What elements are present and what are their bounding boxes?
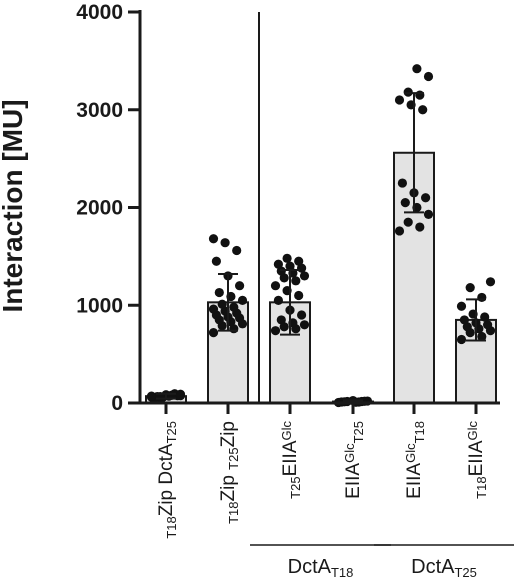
data-point [229,302,239,312]
subscript: T25 [454,565,476,580]
data-point [418,105,428,115]
y-tick-label: 0 [111,392,123,415]
data-point [220,238,230,248]
data-point [237,295,248,305]
label-part: DctA [411,556,455,578]
label-part: EIIA [343,463,364,499]
label-part: EIIA [404,463,425,499]
superscript: Glc [342,443,357,463]
data-point [456,334,467,345]
label-part: DctA [156,443,177,490]
category-label: T18EIIAGlc [465,421,489,499]
data-point [403,217,413,227]
superscript: Glc [465,421,480,441]
x-axis [140,12,500,414]
subscript: T25 [288,476,303,498]
y-axis-label: Interaction [MU] [0,99,28,312]
subscript: T18 [164,516,179,538]
category-label: EIIAGlcT25 [342,421,366,499]
label-part: DctA [288,556,332,578]
data-point [217,299,227,309]
data-point [273,295,283,305]
label-part: EIIA [466,440,487,476]
data-point [394,95,405,105]
data-point [415,222,425,232]
data-point [285,261,295,271]
group-label: DctAT18 [288,556,354,580]
data-point [423,209,434,219]
y-tick-label: 1000 [76,294,123,317]
data-point [477,292,487,303]
y-tick-label: 4000 [76,1,123,24]
data-point [208,234,219,244]
data-point [299,271,310,281]
subscript: T25 [351,421,366,443]
group-labels: DctAT18 DctAT25 [250,544,514,580]
error-bars-layer [156,92,486,404]
data-point [211,256,221,266]
data-point [282,253,292,263]
data-point [146,391,157,401]
data-point [480,312,490,322]
data-point [235,281,245,291]
label-part: Zip [218,475,239,501]
data-point [270,281,281,291]
data-point [273,259,283,269]
superscript: Glc [403,443,418,463]
data-point [415,90,425,100]
subscript: T18 [226,502,241,524]
data-point [214,287,224,298]
label-part: Zip [156,490,177,516]
subscript: T18 [474,476,489,498]
data-point [412,64,422,74]
bars-layer [145,151,497,405]
data-point [175,391,186,401]
points-layer [146,64,496,408]
y-axis: 0 1000 2000 3000 4000 [76,1,142,415]
data-point [291,276,301,286]
data-point [477,331,487,342]
data-point [421,193,431,203]
subscript: T18 [412,421,427,443]
data-point [232,245,242,256]
data-point [299,320,310,330]
subscript: T18 [331,565,353,580]
data-point [208,328,219,338]
category-label: T18Zip T25Zip [218,421,241,524]
data-point [459,315,469,325]
data-point [394,226,405,236]
category-label: T25EIIAGlc [279,421,303,499]
data-point [294,256,304,266]
data-point [208,304,219,314]
superscript: Glc [279,421,294,441]
data-point [465,283,475,293]
data-point [423,71,434,82]
data-point [456,301,467,311]
data-point [397,178,407,188]
category-label: EIIAGlcT18 [403,421,427,499]
data-point [483,320,493,330]
group-label: DctAT25 [411,556,477,580]
label-part: Zip [218,421,239,447]
data-point [485,277,496,287]
data-point [294,290,304,301]
subscript: T25 [164,421,179,443]
data-point [276,315,286,325]
y-tick-label: 2000 [76,197,123,220]
data-point [270,326,281,336]
subscript: T25 [226,447,241,469]
label-part: EIIA [280,440,301,476]
category-label: T18Zip DctAT25 [156,421,179,539]
y-tick-label: 3000 [76,99,123,122]
data-point [297,310,307,320]
data-point [400,198,410,208]
